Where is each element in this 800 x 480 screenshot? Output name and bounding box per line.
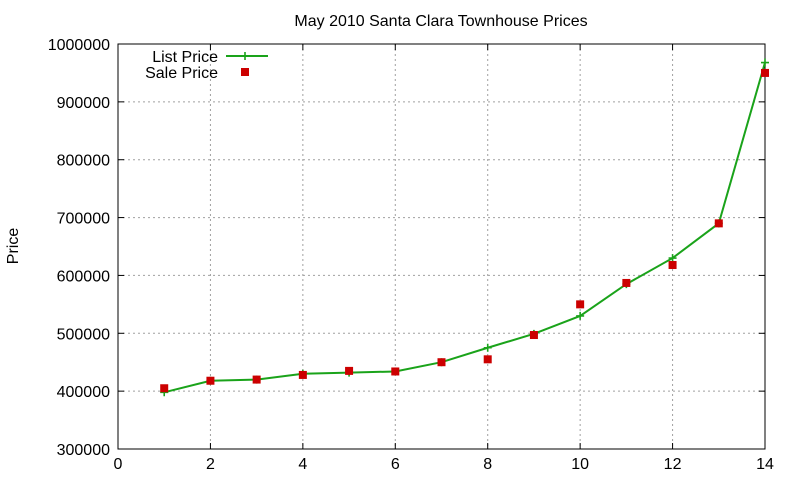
series-layer (160, 58, 769, 397)
y-tick-label: 800000 (57, 153, 110, 170)
list-price-point (761, 58, 769, 67)
sale-price-point (714, 219, 723, 228)
x-tick-label: 2 (206, 456, 215, 473)
sale-price-point (437, 358, 446, 367)
list-price-point (576, 311, 585, 320)
sale-price-point (761, 68, 769, 77)
sale-price-point (345, 366, 354, 375)
series-sale-price (160, 68, 769, 393)
x-tick-label: 8 (483, 456, 492, 473)
sale-price-point (622, 278, 631, 287)
y-tick-label: 400000 (57, 384, 110, 401)
y-tick-label: 500000 (57, 326, 110, 343)
grid-lines (118, 44, 765, 449)
x-tick-label: 10 (571, 456, 589, 473)
legend-plus-marker (241, 52, 249, 60)
y-tick-label: 600000 (57, 268, 110, 285)
list-price-point (668, 254, 677, 263)
list-price-point (483, 343, 492, 352)
sale-price-point (529, 331, 538, 340)
legend-square-marker (241, 68, 249, 76)
sale-price-point (576, 300, 585, 309)
sale-price-point (160, 384, 169, 393)
legend-label: Sale Price (145, 65, 218, 82)
plot-frame (117, 43, 766, 450)
axis-ticks: 0 2 4 6 8 10 12 14 300000 400000 500000 600000 70000… (48, 37, 774, 473)
y-tick-label: 700000 (57, 211, 110, 228)
chart-title: May 2010 Santa Clara Townhouse Prices (294, 13, 587, 30)
sale-price-point (298, 370, 307, 379)
x-tick-label: 0 (114, 456, 123, 473)
legend-label: List Price (152, 49, 218, 66)
sale-price-point (483, 355, 492, 364)
y-tick-label: 1000000 (48, 37, 110, 54)
y-axis-label: Price (5, 228, 22, 265)
sale-price-point (252, 375, 261, 384)
x-tick-label: 14 (756, 456, 774, 473)
y-tick-label: 900000 (57, 95, 110, 112)
sale-price-point (668, 261, 677, 270)
sale-price-point (391, 367, 400, 376)
x-tick-label: 4 (298, 456, 307, 473)
list-price-line (163, 62, 766, 394)
sale-price-point (206, 376, 215, 385)
x-tick-label: 12 (664, 456, 682, 473)
x-tick-label: 6 (391, 456, 400, 473)
series-list-price (160, 58, 769, 397)
y-tick-label: 300000 (57, 442, 110, 459)
